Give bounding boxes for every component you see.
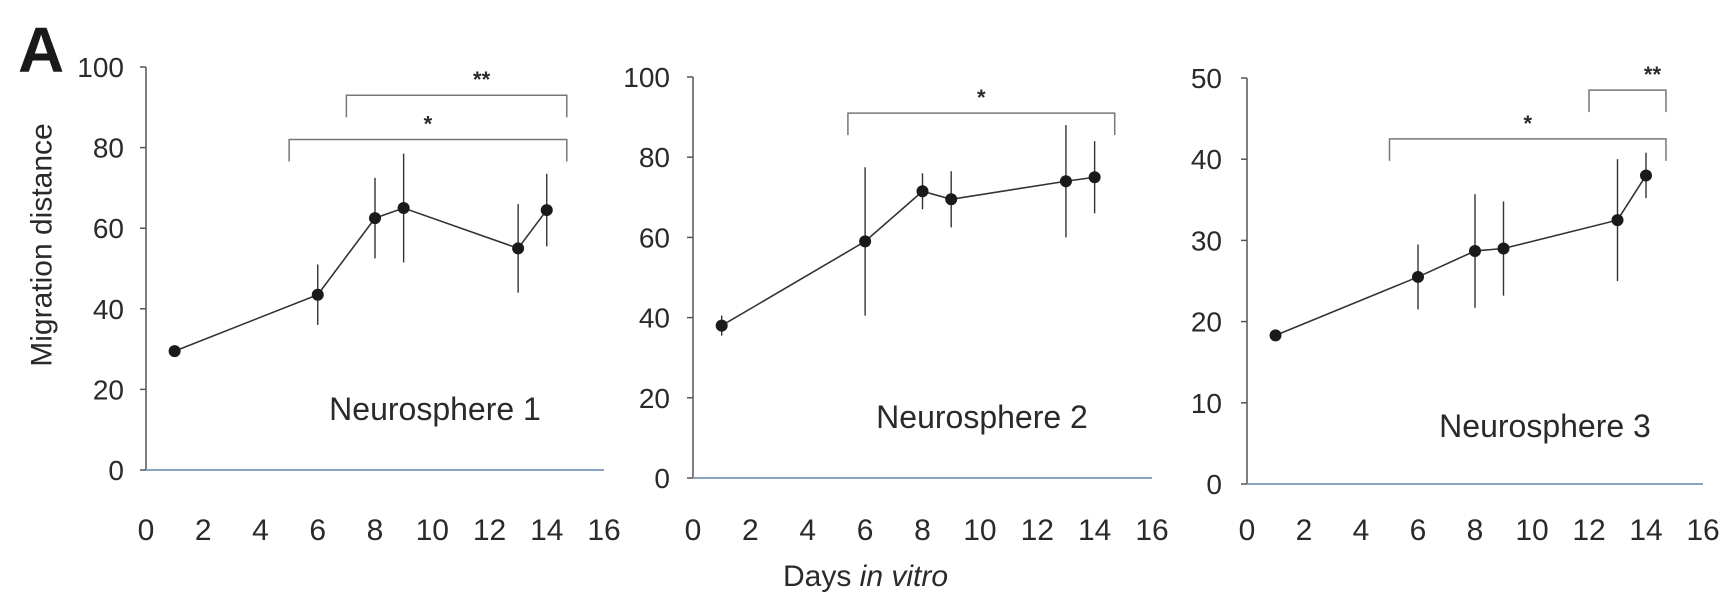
data-point — [916, 185, 929, 198]
series-line — [174, 207, 548, 352]
y-tick-label: 80 — [639, 142, 670, 173]
x-tick-label: 2 — [195, 514, 212, 547]
y-tick-label: 40 — [639, 303, 670, 334]
y-tick-label: 50 — [1191, 63, 1222, 94]
x-tick-label: 12 — [1021, 514, 1054, 547]
y-tick-label: 40 — [93, 294, 124, 325]
significance-label: ** — [1644, 62, 1662, 87]
x-tick-label: 16 — [587, 514, 620, 547]
y-tick-label: 0 — [654, 463, 670, 494]
y-tick-label: 20 — [639, 383, 670, 414]
x-tick-label: 10 — [416, 514, 449, 547]
y-tick-label: 10 — [1191, 388, 1222, 419]
significance-label: * — [1523, 111, 1532, 136]
y-tick-label: 0 — [108, 455, 124, 486]
x-axis-label-italic: in vitro — [859, 560, 949, 593]
data-point — [1269, 329, 1282, 342]
significance-label: * — [977, 85, 986, 110]
series-line — [1275, 175, 1647, 337]
data-point — [715, 319, 728, 332]
y-tick-label: 60 — [639, 222, 670, 253]
x-tick-label: 16 — [1135, 514, 1168, 547]
x-tick-label: 6 — [1410, 514, 1427, 547]
x-tick-label: 16 — [1686, 514, 1719, 547]
panel-title: Neurosphere 1 — [329, 391, 541, 427]
significance-bracket — [847, 112, 1116, 136]
data-point — [1611, 214, 1624, 227]
y-tick-label: 20 — [93, 374, 124, 405]
data-point — [1640, 169, 1652, 182]
panel-title: Neurosphere 2 — [876, 399, 1088, 435]
y-tick-label: 0 — [1206, 469, 1222, 500]
significance-bracket — [1388, 138, 1667, 161]
x-tick-label: 0 — [685, 514, 702, 547]
significance-bracket — [288, 138, 568, 162]
x-tick-label: 8 — [914, 514, 931, 547]
y-tick-label: 60 — [93, 213, 124, 244]
data-point — [945, 193, 958, 206]
x-tick-label: 10 — [1515, 514, 1548, 547]
panel-letter: A — [18, 14, 65, 86]
data-point — [1469, 244, 1481, 257]
x-axis-label-plain: Days — [782, 560, 860, 593]
data-point — [512, 242, 525, 255]
data-point — [1059, 175, 1072, 188]
x-tick-label: 2 — [742, 514, 759, 547]
x-tick-label: 14 — [1629, 514, 1662, 547]
x-tick-label: 0 — [138, 514, 155, 547]
data-point — [1497, 242, 1510, 255]
y-tick-label: 80 — [93, 133, 124, 164]
x-tick-label: 12 — [473, 514, 506, 547]
x-tick-label: 14 — [1078, 514, 1111, 547]
panel-2: 0 20 40 60 80 100 0 2 4 6 8 10 12 14 16 * Neurosphere 2 — [623, 62, 1168, 547]
data-point — [369, 212, 381, 225]
data-point — [1088, 171, 1101, 184]
panel-title: Neurosphere 3 — [1439, 408, 1651, 444]
x-tick-label: 6 — [857, 514, 874, 547]
x-tick-label: 2 — [1296, 514, 1313, 547]
x-axis-label: Days in vitro — [0, 560, 1731, 594]
x-tick-label: 0 — [1239, 514, 1256, 547]
x-tick-label: 4 — [1353, 514, 1370, 547]
y-tick-label: 100 — [623, 62, 670, 93]
x-tick-label: 14 — [530, 514, 563, 547]
y-tick-label: 40 — [1191, 144, 1222, 175]
y-tick-label: 20 — [1191, 307, 1222, 338]
x-tick-label: 4 — [799, 514, 816, 547]
x-tick-label: 10 — [963, 514, 996, 547]
data-point — [1412, 270, 1424, 283]
x-tick-label: 8 — [367, 514, 384, 547]
x-tick-label: 4 — [252, 514, 269, 547]
significance-label: * — [424, 112, 433, 137]
significance-bracket — [1588, 89, 1667, 113]
data-point — [859, 235, 872, 248]
series-line — [721, 176, 1095, 327]
significance-label: ** — [473, 67, 491, 92]
y-tick-label: 100 — [77, 52, 124, 83]
significance-bracket — [345, 94, 568, 118]
x-tick-label: 8 — [1467, 514, 1484, 547]
x-tick-label: 6 — [309, 514, 326, 547]
y-tick-label: 30 — [1191, 225, 1222, 256]
x-tick-label: 12 — [1572, 514, 1605, 547]
data-point — [397, 202, 410, 215]
data-point — [168, 345, 181, 358]
data-point — [311, 288, 324, 301]
data-point — [540, 204, 553, 217]
